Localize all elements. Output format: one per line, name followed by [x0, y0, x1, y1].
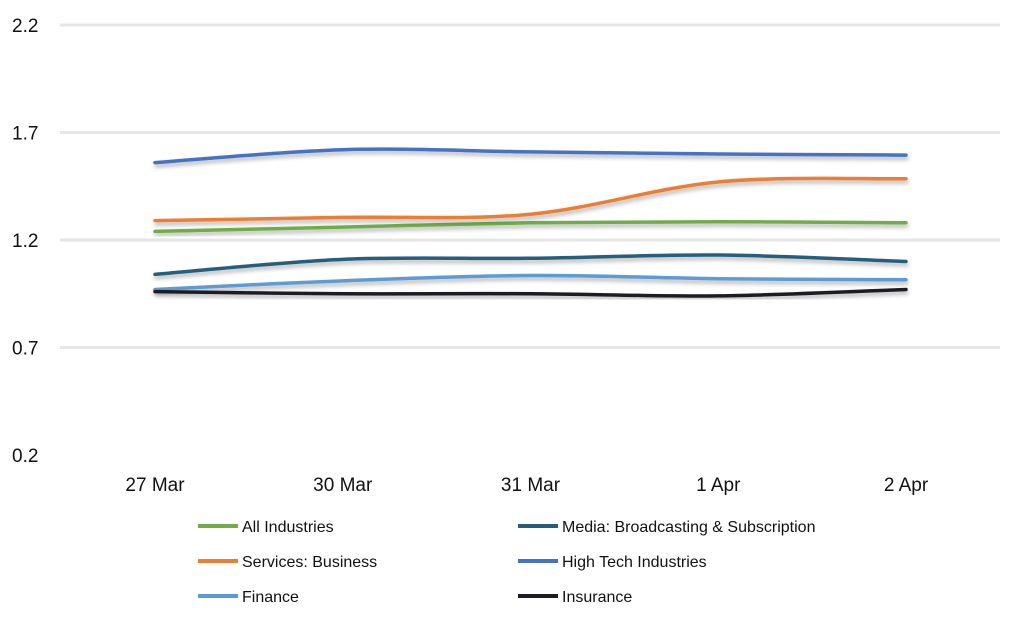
legend-item: All Industries: [198, 519, 334, 536]
x-tick-label: 27 Mar: [125, 475, 185, 496]
legend-label: Services: Business: [242, 554, 377, 571]
legend-item: Finance: [198, 589, 299, 606]
x-tick-label: 1 Apr: [696, 475, 741, 496]
legend-item: High Tech Industries: [518, 554, 707, 571]
series-line-all-industries: [153, 219, 908, 234]
series-line-insurance: [153, 287, 908, 298]
legend-label: All Industries: [242, 519, 334, 536]
legend-label: Finance: [242, 589, 299, 606]
y-tick-label: 1.7: [12, 124, 38, 145]
x-tick-label: 30 Mar: [313, 475, 373, 496]
series-line-media-broadcasting-subscription: [153, 253, 908, 277]
legend-item: Insurance: [518, 589, 632, 606]
legend-label: Insurance: [562, 589, 632, 606]
series-line-finance: [153, 273, 908, 292]
legend-label: High Tech Industries: [562, 554, 707, 571]
legend-item: Media: Broadcasting & Subscription: [518, 519, 815, 536]
y-tick-label: 2.2: [12, 16, 38, 37]
legend-label: Media: Broadcasting & Subscription: [562, 519, 815, 536]
y-tick-label: 1.2: [12, 231, 38, 252]
y-tick-label: 0.2: [12, 446, 38, 467]
x-tick-label: 31 Mar: [501, 475, 561, 496]
x-tick-label: 2 Apr: [884, 475, 929, 496]
legend-item: Services: Business: [198, 554, 377, 571]
series-line-high-tech-industries: [153, 147, 908, 165]
series-line-services-business: [153, 176, 908, 223]
y-tick-label: 0.7: [12, 339, 38, 360]
